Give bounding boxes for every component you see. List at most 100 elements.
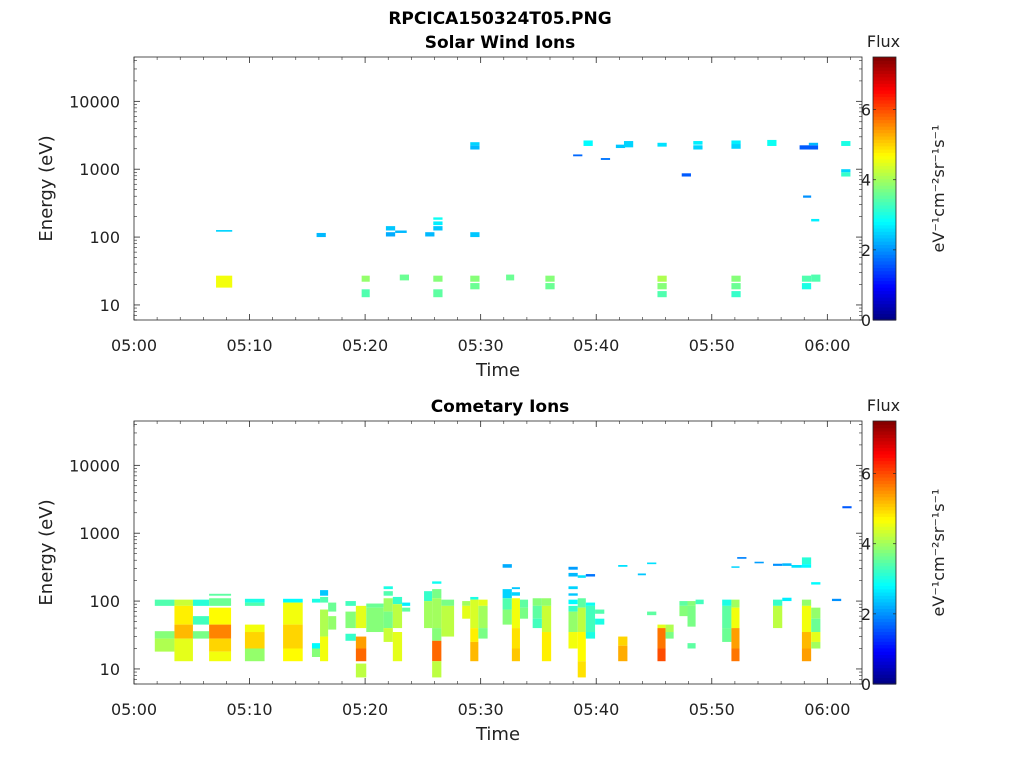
spectrogram-cell: [283, 624, 303, 649]
spectrogram-cell: [801, 275, 812, 282]
spectrogram-cell: [615, 144, 626, 149]
spectrogram-cell: [502, 564, 512, 568]
spectrogram-cell: [433, 275, 443, 282]
colorbar-segment: [873, 552, 896, 557]
spectrogram-cell: [383, 628, 393, 642]
colorbar-tick-label: 4: [861, 171, 871, 190]
spectrogram-cell: [328, 616, 337, 630]
colorbar-segment: [873, 486, 896, 491]
spectrogram-cell: [637, 573, 646, 576]
spectrogram-cell: [681, 173, 691, 177]
colorbar-segment: [873, 578, 896, 583]
y-tick-label: 100: [89, 228, 120, 247]
x-tick-label: 05:30: [458, 336, 504, 355]
y-tick-label: 10000: [69, 92, 120, 111]
colorbar-segment: [873, 313, 896, 318]
spectrogram-cell: [583, 140, 593, 146]
colorbar-segment: [873, 641, 896, 646]
spectrogram-cell: [811, 641, 821, 649]
colorbar-frame: [872, 56, 897, 321]
colorbar-tick-label: 2: [861, 241, 871, 260]
spectrogram-cell: [283, 648, 303, 662]
spectrogram-cell: [842, 506, 852, 509]
spectrogram-cell: [320, 596, 329, 603]
plot-frame: [133, 56, 863, 321]
spectrogram-cell: [731, 607, 740, 629]
x-tick-label: 05:40: [573, 700, 619, 719]
colorbar-segment: [873, 103, 896, 107]
spectrogram-cell: [665, 624, 674, 633]
spectrogram-cell: [424, 601, 433, 629]
spectrogram-cell: [392, 596, 403, 605]
panel-title: Solar Wind Ions: [425, 33, 576, 53]
spectrogram-cell: [568, 605, 578, 612]
y-axis-ticks: 10 100 1000 10000: [69, 60, 862, 321]
spectrogram-cell: [577, 598, 586, 608]
spectrogram-cell: [425, 232, 435, 237]
spectrogram-cells: [216, 139, 851, 298]
spectrogram-cell: [585, 632, 596, 639]
colorbar-segment: [873, 132, 896, 137]
x-tick-label: 05:20: [342, 700, 388, 719]
figure-title: RPCICA150324T05.PNG: [388, 9, 611, 29]
spectrogram-cell: [657, 648, 666, 662]
spectrogram-cell: [345, 601, 356, 606]
colorbar-segment: [873, 218, 896, 222]
y-tick-label: 1000: [79, 524, 120, 543]
spectrogram-cell: [801, 564, 812, 568]
spectrogram-cell: [731, 275, 741, 282]
colorbar-segment: [873, 660, 896, 665]
colorbar-segment: [873, 440, 896, 445]
spectrogram-cell: [355, 605, 367, 629]
spectrogram-cell: [801, 557, 812, 565]
solar-wind-ions-panel: Solar Wind Ions 05:00 05:10 05:20 05:30 05:4…: [36, 32, 948, 381]
colorbar-segment: [873, 674, 896, 679]
colorbar-segment: [873, 453, 896, 458]
colorbar-segment: [873, 582, 896, 586]
colorbar-segment: [873, 300, 896, 305]
colorbar-segment: [873, 572, 896, 577]
colorbar-tick-label: 0: [861, 311, 871, 330]
spectrogram-cell: [773, 563, 783, 566]
colorbar-segment: [873, 247, 896, 252]
colorbar-segment: [873, 670, 896, 675]
spectrogram-cell: [311, 643, 321, 649]
colorbar-segment: [873, 155, 896, 160]
colorbar-segment: [873, 631, 896, 636]
colorbar-segment: [873, 83, 896, 88]
spectrogram-cell: [424, 591, 433, 602]
colorbar-segment: [873, 221, 896, 226]
colorbar-segment: [873, 273, 896, 278]
colorbar-segment: [873, 460, 896, 465]
spectrogram-cell: [311, 648, 321, 657]
spectrogram-cell: [657, 291, 667, 298]
spectrogram-cell: [731, 283, 741, 290]
spectrogram-cell: [811, 607, 821, 619]
spectrogram-cell: [216, 230, 233, 232]
colorbar-segment: [873, 310, 896, 315]
spectrogram-cell: [402, 602, 411, 606]
colorbar-segment: [873, 99, 896, 104]
spectrogram-cell: [441, 605, 455, 637]
spectrogram-cell: [174, 605, 193, 625]
colorbar-segment: [873, 96, 896, 101]
colorbar-segment: [873, 267, 896, 272]
spectrogram-cell: [731, 648, 740, 662]
colorbar-segment: [873, 237, 896, 242]
colorbar-segment: [873, 657, 896, 662]
colorbar-segment: [873, 457, 896, 462]
colorbar-segment: [873, 135, 896, 140]
colorbar-segment: [873, 142, 896, 147]
spectrogram-cell: [519, 607, 529, 619]
colorbar-segment: [873, 257, 896, 262]
spectrogram-cell: [320, 590, 329, 596]
spectrogram-cell: [385, 226, 396, 231]
y-axis-label: Energy (eV): [36, 499, 57, 605]
colorbar-unit-label: eV⁻¹cm⁻²sr⁻¹s⁻¹: [929, 489, 948, 617]
spectrogram-cell: [283, 598, 303, 603]
spectrogram-cell: [433, 289, 443, 298]
spectrogram-cell: [577, 632, 586, 662]
spectrogram-cell: [502, 598, 512, 610]
colorbar-segment: [873, 145, 896, 150]
